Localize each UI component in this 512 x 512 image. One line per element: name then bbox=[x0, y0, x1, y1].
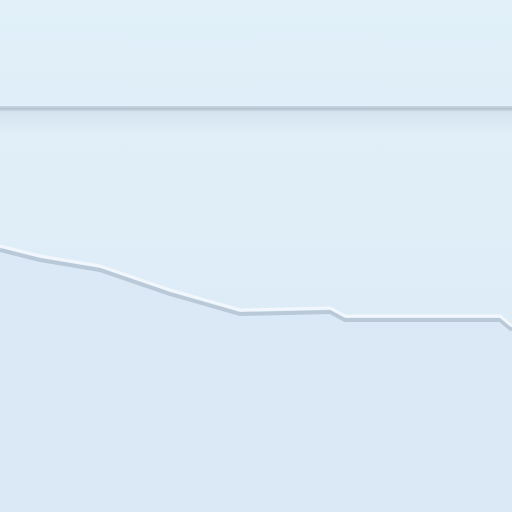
edge-shadow-line bbox=[0, 248, 512, 332]
header-area bbox=[0, 0, 512, 106]
edge-highlight-line bbox=[0, 244, 512, 328]
divider-shadow bbox=[0, 112, 512, 132]
lower-panel-fill bbox=[0, 252, 512, 512]
header-divider bbox=[0, 106, 512, 112]
